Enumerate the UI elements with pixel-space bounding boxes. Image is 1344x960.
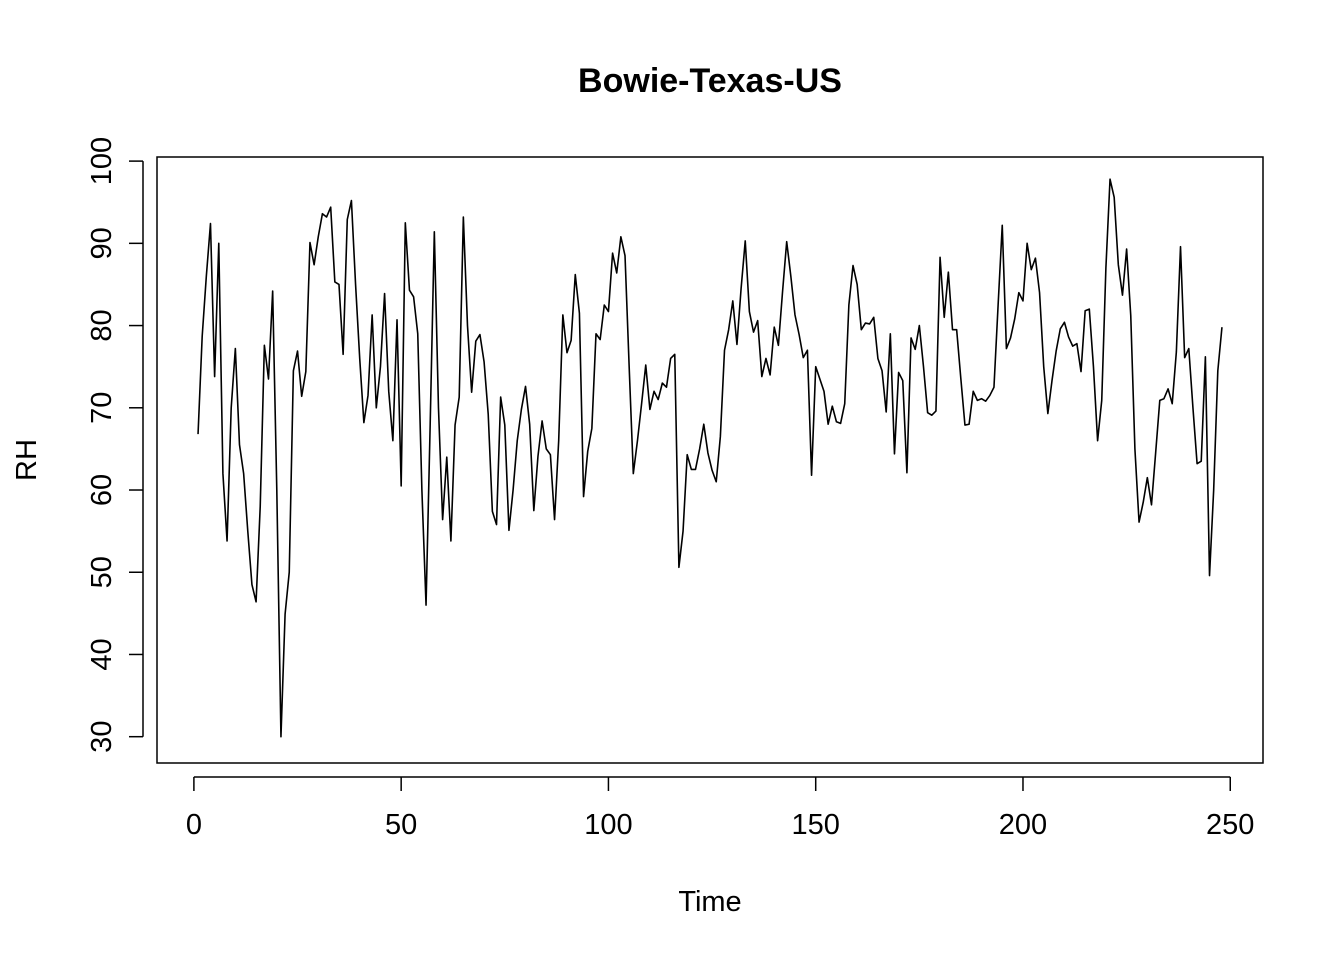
x-tick-label: 50 (385, 809, 417, 841)
y-axis-label: RH (11, 439, 43, 481)
y-tick-label: 30 (86, 721, 118, 753)
chart-title: Bowie-Texas-US (578, 62, 842, 100)
y-tick-label: 40 (86, 638, 118, 670)
x-tick-label: 150 (792, 809, 840, 841)
plot-area-border (156, 156, 1264, 764)
x-tick-label: 200 (999, 809, 1047, 841)
x-axis-label: Time (678, 886, 741, 918)
x-axis: 0 50 100 150 200 250 (186, 776, 1254, 841)
y-tick-label: 60 (86, 474, 118, 506)
y-tick-label: 70 (86, 392, 118, 424)
x-tick-label: 0 (186, 809, 202, 841)
y-tick-label: 50 (86, 556, 118, 588)
y-tick-label: 80 (86, 309, 118, 341)
y-tick-label: 100 (86, 137, 118, 185)
x-tick-label: 100 (584, 809, 632, 841)
series-line-rh (197, 178, 1223, 738)
y-axis: 30 40 50 60 70 80 90 100 (86, 137, 144, 753)
y-tick-label: 90 (86, 227, 118, 259)
x-tick-label: 250 (1206, 809, 1254, 841)
